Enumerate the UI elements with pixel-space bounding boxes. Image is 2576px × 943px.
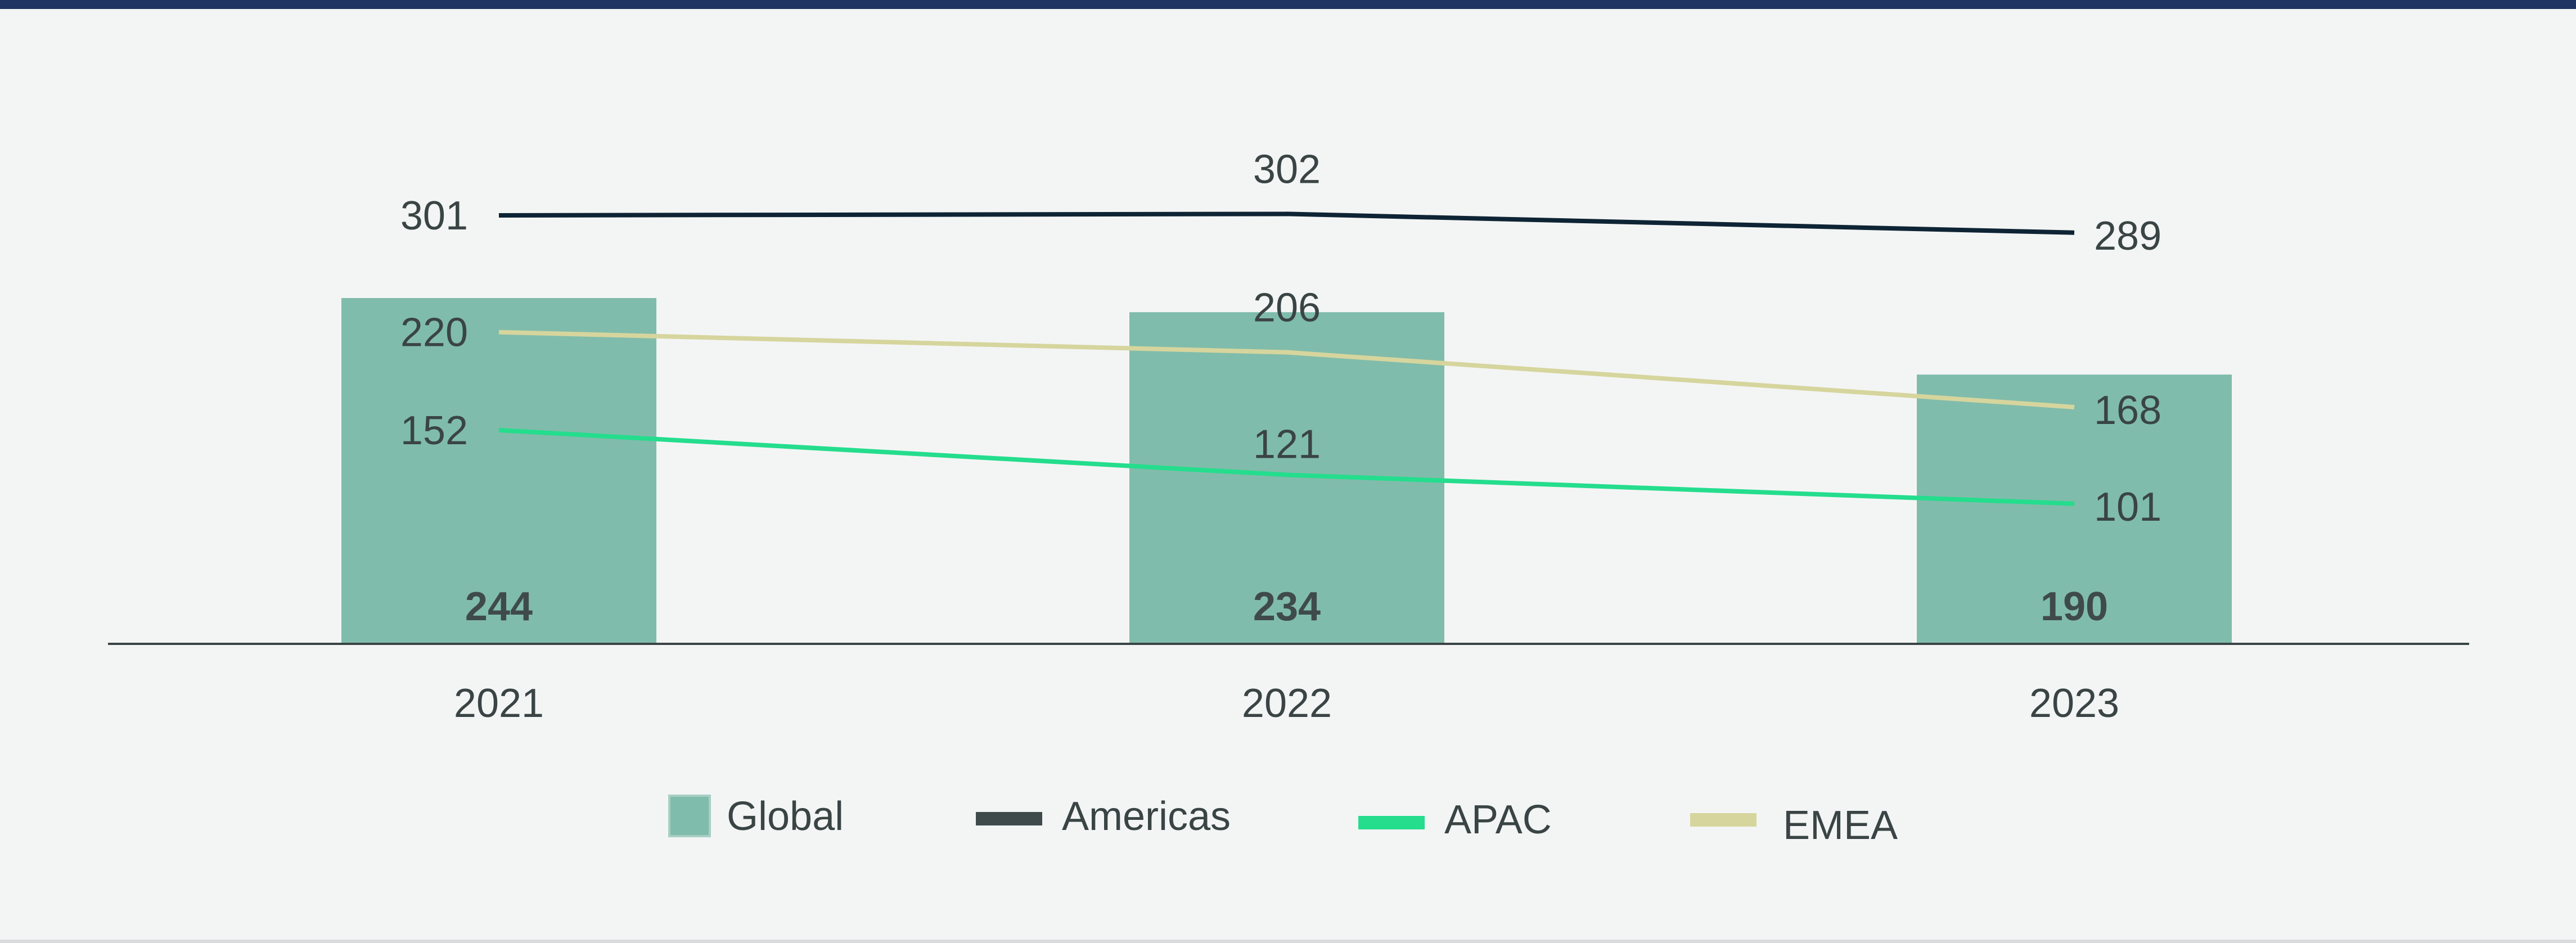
- point-label-apac: 152: [400, 408, 468, 453]
- bar-value-label: 190: [2041, 584, 2108, 629]
- legend-emea-swatch: [1690, 813, 1757, 827]
- point-label-americas: 301: [400, 193, 468, 238]
- point-label-emea: 220: [400, 310, 468, 355]
- legend-apac-swatch: [1358, 816, 1425, 829]
- line-apac: [498, 428, 2075, 506]
- lines-group: [498, 211, 2075, 506]
- bar-value-label: 244: [465, 584, 533, 629]
- legend-americas-label: Americas: [1062, 794, 1231, 839]
- x-tick-labels: 2021 2022 2023: [454, 681, 2119, 726]
- top-accent-bar: [0, 0, 2576, 9]
- x-tick-label: 2021: [454, 681, 544, 726]
- point-label-emea: 206: [1253, 286, 1321, 331]
- line-value-labels: 301 302 289 152 121 101 220 206 168: [400, 147, 2161, 529]
- point-label-apac: 121: [1253, 422, 1321, 467]
- legend-americas-swatch: [976, 812, 1042, 825]
- line-emea: [498, 330, 2075, 409]
- bar-global-2023: [1917, 375, 2232, 644]
- point-label-apac: 101: [2094, 485, 2161, 530]
- legend-global-swatch: [668, 795, 711, 837]
- legend-emea-label: EMEA: [1783, 803, 1898, 848]
- legend: Global Americas APAC EMEA: [668, 794, 1898, 848]
- point-label-emea: 168: [2094, 388, 2161, 433]
- point-label-americas: 302: [1253, 147, 1321, 192]
- legend-apac-label: APAC: [1444, 797, 1552, 842]
- point-label-americas: 289: [2094, 214, 2161, 259]
- x-tick-label: 2023: [2029, 681, 2119, 726]
- legend-global-label: Global: [727, 794, 844, 839]
- line-americas: [498, 211, 2075, 235]
- bar-global-2021: [341, 298, 656, 644]
- bar-value-labels: 244 234 190: [465, 584, 2108, 629]
- bars-group: [341, 298, 2232, 644]
- bar-value-label: 234: [1253, 584, 1321, 629]
- x-tick-label: 2022: [1242, 681, 1332, 726]
